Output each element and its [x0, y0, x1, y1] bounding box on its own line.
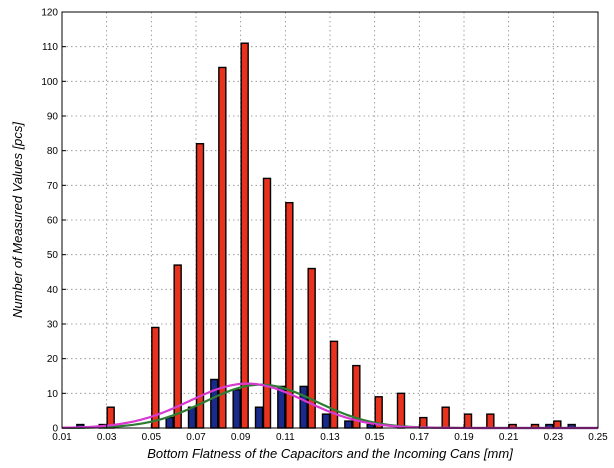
- x-tick-label: 0.05: [142, 432, 162, 443]
- bar-red: [262, 177, 272, 429]
- y-tick-label: 60: [47, 216, 59, 227]
- x-tick-label: 0.01: [52, 432, 72, 443]
- y-tick-label: 50: [47, 250, 59, 261]
- y-tick-label: 70: [47, 181, 59, 192]
- bar-blue: [366, 423, 375, 429]
- x-tick-label: 0.19: [454, 432, 474, 443]
- bar-blue: [210, 378, 219, 429]
- bar-red: [396, 392, 406, 429]
- bar-blue: [165, 416, 174, 429]
- y-tick-label: 40: [47, 285, 59, 296]
- bar-blue: [344, 420, 353, 429]
- y-tick-label: 100: [41, 77, 58, 88]
- bar-red: [173, 264, 182, 429]
- x-tick-label: 0.21: [499, 432, 519, 443]
- y-axis-label: Number of Measured Values [pcs]: [10, 122, 25, 318]
- y-tick-label: 20: [47, 354, 59, 365]
- bar-blue: [254, 406, 264, 429]
- bar-blue: [299, 385, 308, 429]
- x-tick-label: 0.13: [320, 432, 340, 443]
- x-tick-label: 0.09: [231, 432, 251, 443]
- bars: [76, 42, 576, 429]
- x-tick-label: 0.11: [276, 432, 295, 443]
- y-tick-label: 0: [52, 424, 58, 435]
- y-tick-label: 90: [47, 112, 59, 123]
- y-tick-label: 30: [47, 320, 59, 331]
- x-axis-label: Bottom Flatness of the Capacitors and th…: [147, 446, 513, 461]
- x-tick-label: 0.15: [365, 432, 385, 443]
- bar-red: [151, 326, 160, 429]
- y-tick-label: 120: [41, 8, 58, 19]
- bar-red: [195, 143, 205, 429]
- bar-red: [463, 413, 473, 429]
- bar-red: [218, 66, 227, 429]
- x-tick-label: 0.25: [588, 432, 608, 443]
- bar-blue: [232, 389, 241, 429]
- y-tick-label: 80: [47, 146, 59, 157]
- x-tick-label: 0.23: [544, 432, 564, 443]
- bar-red: [240, 42, 249, 429]
- bar-red: [486, 413, 495, 429]
- bar-red: [441, 406, 450, 429]
- bar-blue: [321, 413, 331, 429]
- y-tick-label: 10: [47, 389, 59, 400]
- x-tick-label: 0.03: [97, 432, 117, 443]
- x-tick-label: 0.07: [186, 432, 206, 443]
- bar-blue: [187, 406, 197, 429]
- y-tick-label: 110: [42, 42, 58, 53]
- tick-labels: 0.01 0.03 0.05 0.07 0.09 0.11 0.13 0.15 0.17 0.19…: [41, 8, 608, 444]
- x-tick-label: 0.17: [410, 432, 430, 443]
